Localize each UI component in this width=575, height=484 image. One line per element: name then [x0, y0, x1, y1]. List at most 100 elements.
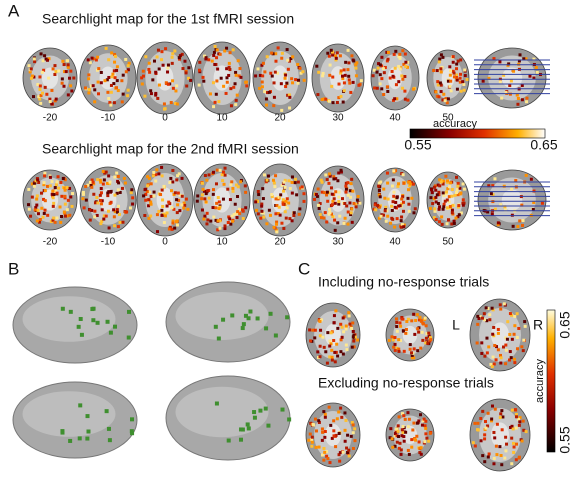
activation-blob — [500, 409, 504, 413]
significant-cluster — [264, 326, 269, 331]
activation-blob — [161, 204, 165, 208]
activation-blob — [225, 46, 229, 50]
activation-blob — [404, 327, 408, 331]
activation-blob — [489, 419, 493, 423]
activation-blob — [51, 218, 55, 222]
activation-blob — [236, 210, 240, 214]
activation-blob — [406, 65, 410, 69]
activation-blob — [330, 212, 334, 216]
activation-blob — [38, 84, 42, 88]
activation-blob — [202, 217, 206, 221]
activation-blob — [175, 178, 179, 182]
activation-blob — [130, 188, 134, 192]
activation-blob — [328, 355, 332, 359]
activation-blob — [260, 63, 264, 67]
activation-blob — [69, 69, 73, 73]
activation-blob — [324, 97, 328, 101]
activation-blob — [351, 189, 355, 193]
activation-blob — [510, 337, 514, 341]
activation-blob — [51, 67, 55, 71]
activation-blob — [446, 187, 450, 191]
activation-blob — [402, 435, 406, 439]
activation-blob — [290, 175, 294, 179]
activation-blob — [297, 78, 301, 82]
activation-blob — [493, 407, 497, 411]
activation-blob — [492, 362, 496, 366]
activation-blob — [318, 213, 322, 217]
activation-blob — [35, 194, 39, 198]
activation-blob — [212, 53, 216, 57]
activation-blob — [343, 73, 347, 77]
activation-blob — [513, 314, 517, 318]
activation-blob — [260, 209, 264, 213]
activation-blob — [386, 181, 390, 185]
activation-blob — [505, 337, 509, 341]
activation-blob — [333, 201, 337, 205]
activation-blob — [389, 427, 393, 431]
activation-blob — [107, 75, 111, 79]
activation-blob — [231, 186, 235, 190]
activation-blob — [147, 61, 151, 65]
activation-blob — [348, 81, 352, 85]
activation-blob — [385, 171, 389, 175]
activation-blob — [219, 76, 223, 80]
activation-blob — [511, 441, 515, 445]
activation-blob — [222, 182, 226, 186]
activation-blob — [48, 100, 52, 104]
activation-blob — [140, 76, 144, 80]
activation-blob — [436, 83, 440, 87]
significant-cluster — [107, 438, 112, 443]
cortex-shade — [175, 292, 269, 340]
activation-blob — [223, 173, 227, 177]
activation-blob — [154, 70, 158, 74]
activation-blob — [509, 426, 513, 430]
activation-blob — [479, 417, 483, 421]
activation-blob — [515, 442, 519, 446]
activation-blob — [345, 204, 349, 208]
activation-blob — [389, 221, 393, 225]
activation-blob — [41, 59, 45, 63]
activation-blob — [341, 77, 345, 81]
activation-blob — [214, 92, 218, 96]
activation-blob — [382, 92, 386, 96]
activation-blob — [459, 89, 463, 93]
activation-blob — [346, 433, 350, 437]
activation-blob — [455, 78, 459, 82]
activation-blob — [420, 423, 424, 427]
activation-blob — [412, 347, 416, 351]
significant-cluster — [226, 438, 231, 443]
activation-blob — [332, 429, 336, 433]
activation-blob — [388, 76, 392, 80]
activation-blob — [317, 419, 321, 423]
activation-blob — [322, 410, 326, 414]
activation-blob — [343, 202, 347, 206]
activation-blob — [455, 87, 459, 91]
colorbar — [409, 128, 546, 139]
activation-blob — [452, 221, 456, 225]
activation-blob — [56, 175, 60, 179]
activation-blob — [113, 60, 117, 64]
slice-label: 10 — [216, 113, 228, 124]
activation-blob — [236, 59, 240, 63]
activation-blob — [51, 204, 55, 208]
activation-blob — [500, 96, 504, 100]
activation-blob — [96, 201, 100, 205]
activation-blob — [227, 61, 231, 65]
activation-blob — [202, 79, 206, 83]
activation-blob — [279, 193, 283, 197]
activation-blob — [289, 57, 293, 61]
activation-blob — [161, 198, 165, 202]
significant-cluster — [252, 410, 257, 415]
activation-blob — [487, 345, 491, 349]
activation-blob — [516, 347, 520, 351]
activation-blob — [185, 84, 189, 88]
activation-blob — [339, 168, 343, 172]
activation-blob — [435, 69, 439, 73]
activation-blob — [532, 200, 536, 204]
activation-blob — [244, 190, 248, 194]
activation-blob — [317, 420, 321, 424]
activation-blob — [346, 48, 350, 52]
activation-blob — [425, 436, 429, 440]
activation-blob — [514, 426, 518, 430]
activation-blob — [321, 74, 325, 78]
